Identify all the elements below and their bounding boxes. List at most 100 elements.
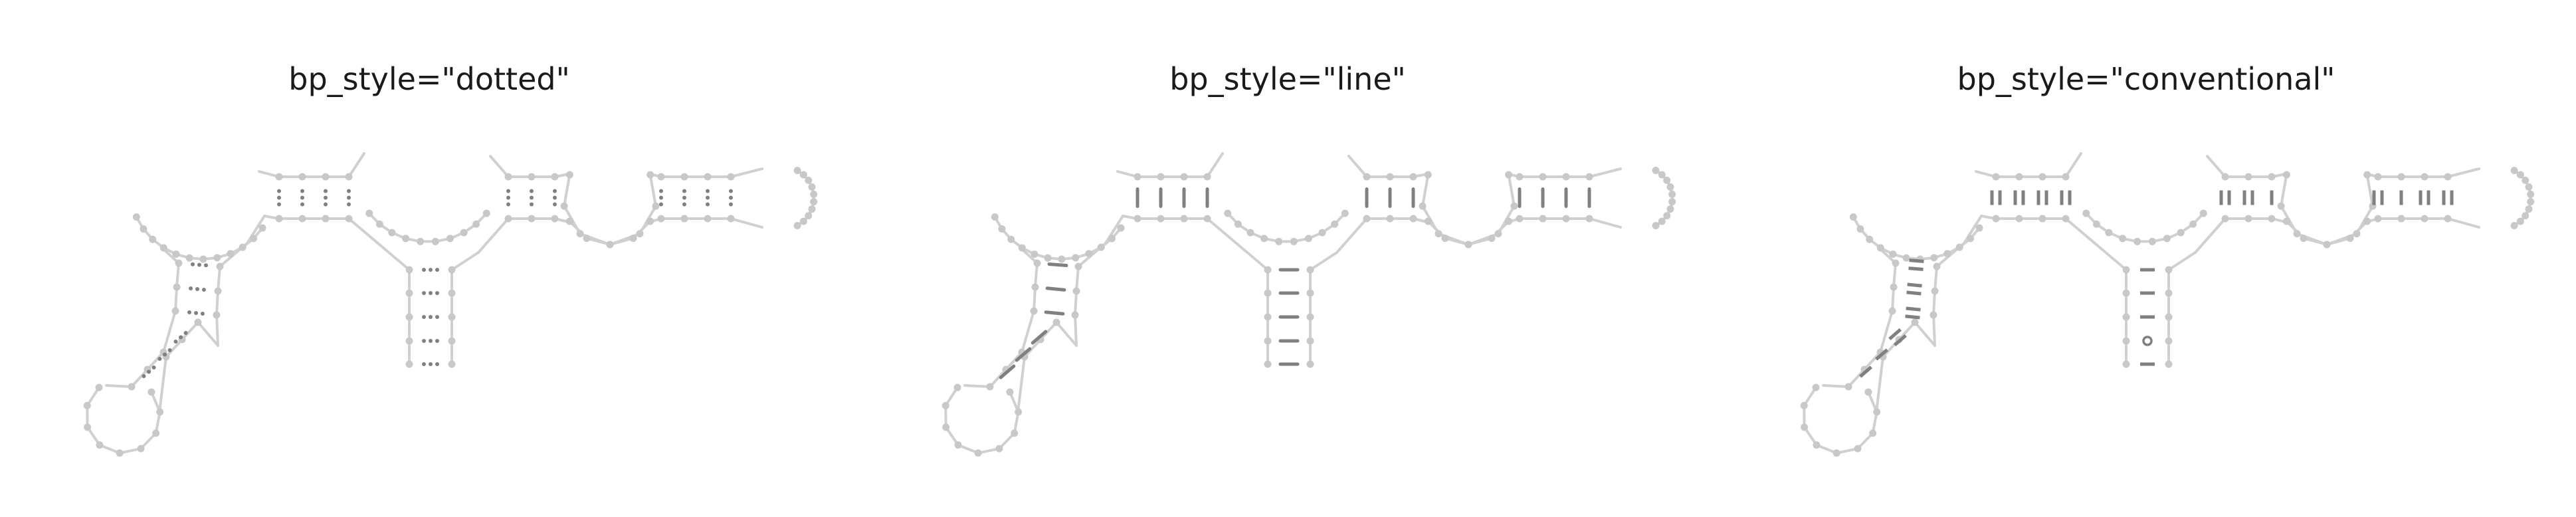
base-pair-dot [659, 202, 663, 207]
backbone-segment [105, 384, 133, 388]
backbone-segment [215, 290, 219, 316]
nucleotide [1424, 171, 1432, 179]
nucleotide [727, 215, 735, 223]
base-pairs [142, 189, 733, 379]
nucleotide [1930, 254, 1938, 262]
nucleotide [528, 173, 536, 181]
nucleotide [132, 213, 140, 221]
nucleotide [1264, 266, 1272, 274]
backbone-segment [563, 173, 571, 208]
backbone-segment [347, 217, 411, 271]
base-pair-dot [530, 189, 534, 193]
base-pair-dot [157, 357, 162, 362]
nucleotide [172, 250, 180, 258]
nucleotide [128, 383, 136, 391]
nucleotide [250, 235, 258, 243]
nucleotide [2300, 235, 2308, 243]
base-pair-dot [530, 202, 534, 207]
nucleotide [1539, 173, 1547, 181]
nucleotide [159, 244, 167, 252]
nucleotide [1006, 388, 1014, 396]
nucleotide [1889, 250, 1897, 258]
nucleotide [551, 173, 559, 181]
nucleotide [810, 190, 818, 198]
base-pair-dot [729, 189, 733, 193]
nucleotide [2122, 266, 2130, 274]
backbone-segment [1875, 356, 1884, 413]
nucleotide [2527, 190, 2535, 198]
backbone-segment [1336, 217, 1368, 254]
backbone-segment [1932, 290, 1936, 316]
nucleotide [2092, 220, 2100, 228]
panel-title: bp_style="line" [1169, 61, 1406, 97]
backbone-segment [165, 338, 183, 358]
backbone-segment [1017, 356, 1026, 413]
nucleotide [1018, 244, 1026, 252]
backbone-segment [162, 310, 177, 354]
nucleotide [345, 173, 353, 181]
nucleotide [227, 250, 235, 258]
nucleotide [1031, 283, 1039, 291]
nucleotide [1464, 241, 1472, 249]
nucleotide [805, 212, 813, 220]
nucleotide [657, 215, 665, 223]
nucleotides [941, 167, 1676, 457]
nucleotide [1011, 429, 1019, 437]
nucleotide [1072, 254, 1080, 262]
base-pair-watson-crick [1909, 258, 1924, 263]
backbone-segment [1932, 314, 1936, 347]
nucleotide [1967, 235, 1975, 243]
nucleotide [583, 235, 591, 243]
nucleotide [448, 289, 456, 297]
base-pair-dot [197, 262, 201, 267]
base-pair-noncanonical [2142, 336, 2153, 346]
nucleotide [152, 429, 160, 437]
nucleotide [275, 215, 283, 223]
nucleotide [1866, 235, 1874, 243]
backbone-segment [730, 217, 763, 229]
backbone-segment [1933, 265, 1938, 292]
nucleotide [1658, 171, 1666, 179]
base-pair-dot [142, 374, 146, 379]
backbone-segment [1055, 321, 1078, 347]
nucleotide [2122, 289, 2130, 297]
nucleotide [1386, 173, 1394, 181]
nucleotide [405, 266, 413, 274]
base-pair-dot [324, 202, 328, 207]
nucleotide [298, 173, 306, 181]
backbone-segment [2064, 152, 2082, 178]
base-pair-line [1047, 262, 1068, 268]
nucleotide [808, 183, 816, 191]
nucleotide [1562, 173, 1570, 181]
nucleotide [2244, 173, 2252, 181]
base-pair-dot [163, 352, 167, 357]
backbone-segment [1074, 290, 1078, 316]
base-pair-line [1031, 330, 1048, 345]
backbone-segment [1206, 217, 1269, 271]
nucleotide [2244, 215, 2252, 223]
nucleotide [1585, 173, 1593, 181]
backbone-segment [1588, 217, 1622, 229]
nucleotide [1306, 313, 1314, 321]
backbone-segment [1588, 167, 1622, 178]
nucleotide [2165, 360, 2173, 368]
nucleotide [942, 423, 950, 431]
nucleotide [560, 202, 568, 210]
backbone-segment [1206, 152, 1224, 178]
base-pair-dot [682, 189, 686, 193]
nucleotide [2510, 221, 2518, 229]
nucleotide [2268, 215, 2276, 223]
nucleotide [1801, 423, 1809, 431]
base-pair-dot [553, 202, 557, 207]
nucleotide [214, 287, 222, 295]
base-pair-dot [300, 202, 304, 207]
nucleotide [1044, 254, 1052, 262]
base-pair-wobble [1859, 365, 1872, 378]
nucleotide [1203, 215, 1211, 223]
nucleotide [2189, 220, 2197, 228]
nucleotide [991, 213, 999, 221]
nucleotide [1813, 441, 1821, 449]
backbone-segment [2064, 217, 2128, 271]
nucleotide [2177, 229, 2185, 237]
backbone-segment [1822, 384, 1850, 388]
